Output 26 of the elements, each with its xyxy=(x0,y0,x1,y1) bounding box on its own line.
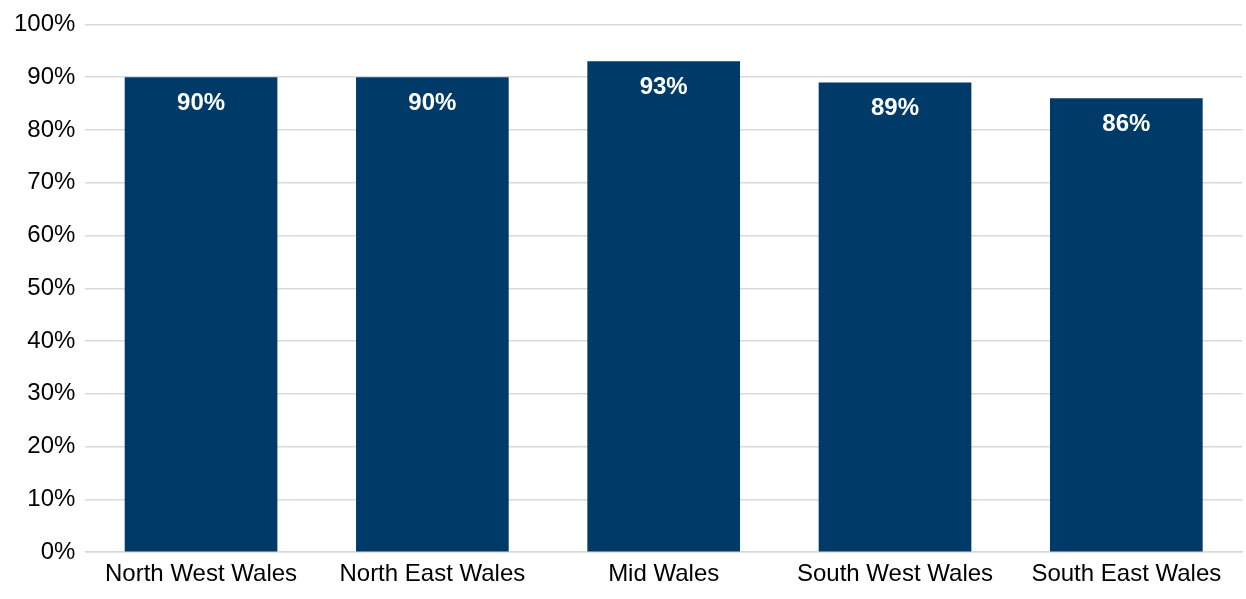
x-tick-label: South West Wales xyxy=(796,559,994,587)
y-tick-label: 30% xyxy=(27,378,76,406)
y-tick-label: 60% xyxy=(27,220,76,248)
data-label: 86% xyxy=(1102,108,1151,136)
y-tick-label: 80% xyxy=(27,114,76,142)
y-tick-label: 70% xyxy=(27,167,76,195)
data-label: 90% xyxy=(408,87,457,115)
y-tick-label: 90% xyxy=(27,61,76,89)
y-tick-label: 20% xyxy=(27,431,76,459)
bar xyxy=(818,82,972,552)
bar xyxy=(356,77,509,552)
y-tick-label: 0% xyxy=(40,536,76,564)
y-tick-label: 50% xyxy=(27,272,76,300)
bar xyxy=(124,77,278,552)
x-tick-label: South East Wales xyxy=(1031,559,1222,587)
y-tick-label: 100% xyxy=(13,9,76,37)
x-tick-label: North East Wales xyxy=(339,559,526,587)
x-tick-label: Mid Wales xyxy=(608,559,720,587)
data-label: 90% xyxy=(177,87,226,115)
bar xyxy=(587,61,741,552)
data-label: 93% xyxy=(639,71,688,99)
bar xyxy=(1050,98,1203,552)
x-tick-label: North West Wales xyxy=(105,559,298,587)
y-tick-label: 10% xyxy=(27,484,76,512)
y-tick-label: 40% xyxy=(27,325,76,353)
data-label: 89% xyxy=(870,93,920,121)
